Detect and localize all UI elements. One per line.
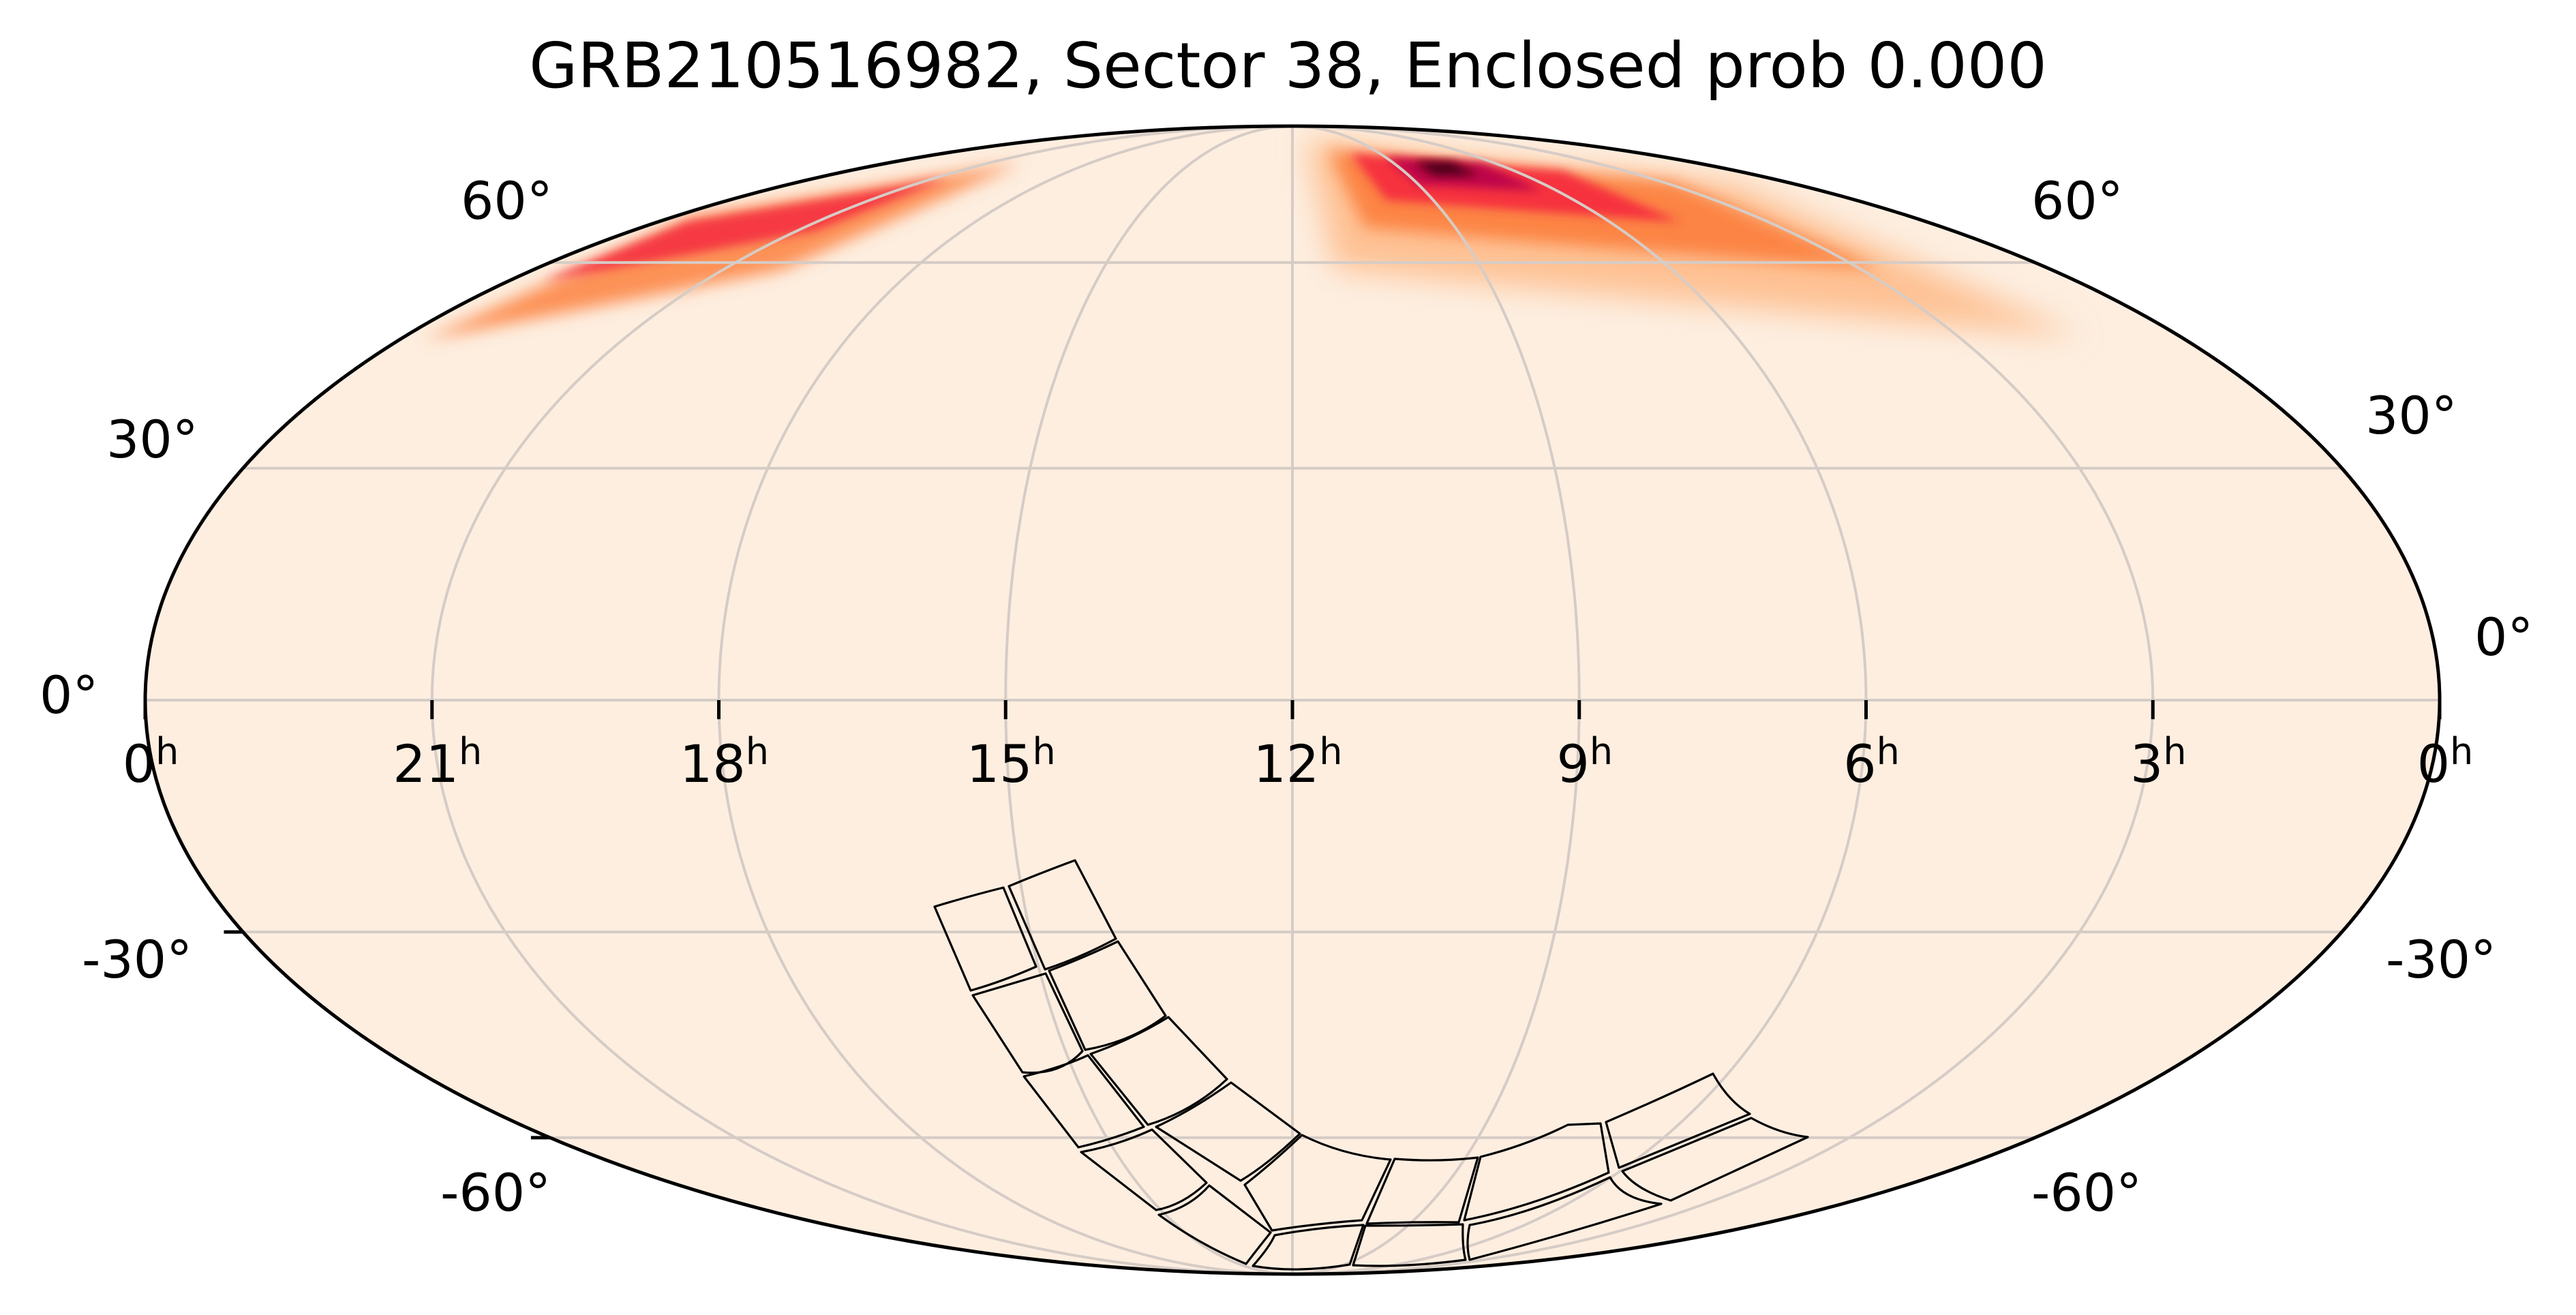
ra-tick-label: 6h	[1843, 730, 1900, 795]
tess-footprint	[933, 859, 1809, 1271]
ccd-footprint-tile	[1621, 1117, 1809, 1202]
ra-tick-label: 12h	[1253, 730, 1343, 795]
ra-tick-label: 9h	[1556, 730, 1613, 795]
sky-outline	[143, 124, 2442, 1276]
ccd-footprint-tile	[1048, 940, 1167, 1051]
ccd-footprint-tile	[1352, 1223, 1467, 1267]
ra-tick-label: 0h	[2416, 730, 2474, 795]
ccd-footprint-tile	[1022, 1054, 1145, 1149]
ra-tick-label: 18h	[680, 730, 769, 795]
dec-tick-label-right: 60°	[2031, 170, 2123, 231]
probability-contour	[543, 178, 948, 282]
dec-tick-label-left: 30°	[106, 409, 198, 470]
ccd-footprint-tile	[1089, 1016, 1228, 1126]
ccd-footprint-tile	[1007, 859, 1117, 971]
ccd-footprint-tile	[1466, 1176, 1663, 1261]
dec-tick-label-right: -60°	[2031, 1162, 2142, 1223]
dec-tick-label-left: -60°	[440, 1162, 551, 1223]
ra-tick-label: 0h	[122, 730, 179, 795]
ccd-footprint-tile	[1463, 1122, 1610, 1222]
ccd-footprint-tile	[1155, 1081, 1301, 1182]
ccd-footprint-tile	[1605, 1072, 1751, 1169]
ra-tick-label: 21h	[393, 730, 483, 795]
ra-tick-label: 15h	[966, 730, 1056, 795]
chart-title: GRB210516982, Sector 38, Enclosed prob 0…	[529, 29, 2047, 102]
ccd-footprint-tile	[1157, 1184, 1272, 1265]
dec-tick-label-left: 0°	[40, 665, 99, 725]
dec-tick-label-left: 60°	[461, 170, 553, 231]
probability-contour	[1414, 162, 1479, 176]
ccd-footprint-tile	[933, 886, 1037, 992]
ccd-footprint-tile	[1080, 1128, 1208, 1211]
ra-tick-label: 3h	[2130, 730, 2187, 795]
dec-tick-label-right: -30°	[2386, 929, 2497, 990]
ccd-footprint-tile	[1243, 1134, 1392, 1232]
dec-tick-label-left: -30°	[82, 929, 193, 990]
dec-tick-label-right: 30°	[2365, 385, 2457, 446]
ccd-footprint-tile	[1365, 1156, 1479, 1225]
dec-tick-label-right: 0°	[2474, 607, 2534, 667]
ccd-footprint-tile	[1252, 1224, 1365, 1271]
